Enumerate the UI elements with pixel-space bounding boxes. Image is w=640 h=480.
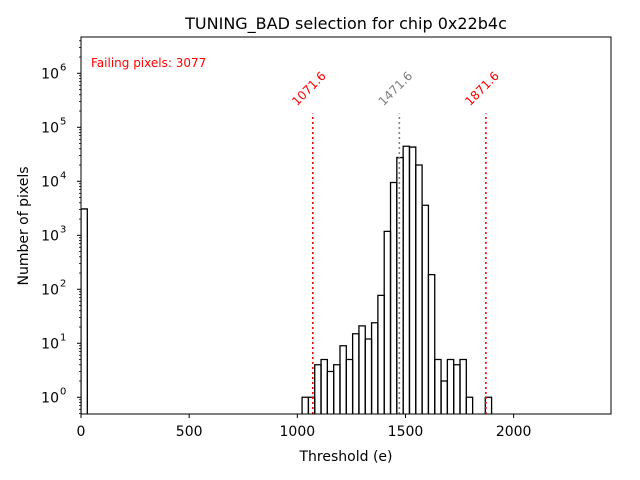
histogram-bar: [421, 204, 430, 414]
histogram-bar: [389, 181, 398, 414]
histogram-bar: [402, 145, 411, 414]
y-axis-label: Number of pixels: [16, 166, 32, 285]
x-tick-label: 0: [77, 424, 86, 440]
y-tick-exponent: 6: [60, 62, 66, 73]
histogram-bar: [345, 358, 354, 414]
y-tick-exponent: 1: [60, 332, 66, 343]
y-tick-exponent: 2: [60, 278, 66, 289]
histogram-bar: [339, 345, 347, 414]
histogram-bar: [408, 146, 417, 414]
threshold-label: 1871.6: [462, 69, 502, 109]
histogram-bar: [427, 273, 436, 414]
histogram-bar: [351, 333, 360, 414]
y-tick-label: 10: [41, 336, 59, 352]
histogram-bar: [465, 396, 474, 414]
y-tick-exponent: 4: [60, 170, 66, 181]
threshold-label: 1071.6: [289, 69, 329, 109]
y-tick-exponent: 0: [60, 386, 66, 397]
y-tick-label: 10: [41, 120, 59, 136]
histogram-bar: [484, 396, 493, 414]
y-tick-label: 10: [41, 174, 59, 190]
histogram-bar: [333, 364, 341, 414]
failing-pixels-annotation: Failing pixels: 3077: [91, 56, 206, 70]
axes-frame: [80, 36, 612, 415]
histogram-bar: [320, 358, 329, 414]
histogram-bar: [307, 396, 316, 414]
chart-title: TUNING_BAD selection for chip 0x22b4c: [184, 14, 507, 34]
histogram-bar: [364, 338, 373, 414]
x-tick-label: 1500: [388, 424, 424, 440]
histogram-bar: [415, 164, 423, 414]
y-tick-label: 10: [41, 390, 59, 406]
histogram-bar: [434, 358, 442, 414]
y-tick-label: 10: [41, 66, 59, 82]
histogram-bar: [314, 364, 322, 414]
histogram-bar: [446, 358, 455, 414]
y-tick-label: 10: [41, 228, 59, 244]
histogram-bar: [396, 156, 404, 414]
histogram-bar: [326, 370, 335, 414]
histogram-bar: [301, 396, 310, 414]
histogram-bar: [440, 380, 449, 414]
threshold-label: 1471.6: [376, 69, 416, 109]
x-axis-label: Threshold (e): [299, 449, 393, 465]
histogram-bar: [383, 230, 392, 414]
y-tick-label: 10: [41, 282, 59, 298]
histogram-bar: [377, 294, 385, 414]
x-tick-label: 1000: [280, 424, 316, 440]
x-tick-label: 500: [176, 424, 203, 440]
histogram-bar: [459, 358, 467, 414]
y-tick-exponent: 5: [60, 116, 66, 127]
histogram-bar: [81, 208, 88, 414]
histogram-bar: [358, 325, 366, 414]
histogram-bar: [453, 364, 461, 414]
y-tick-exponent: 3: [60, 224, 66, 235]
histogram-bar: [370, 322, 379, 414]
x-tick-label: 2000: [496, 424, 532, 440]
